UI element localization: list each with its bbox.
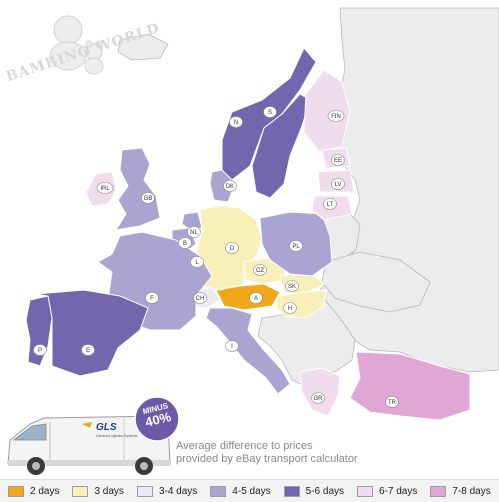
country-code-lt: LT — [323, 198, 337, 210]
country-i — [205, 307, 291, 395]
country-code-gb: GB — [141, 192, 155, 204]
country-code-i: I — [225, 340, 239, 352]
legend-item: 3 days — [72, 485, 124, 497]
svg-text:GR: GR — [314, 396, 324, 402]
legend-swatch — [72, 485, 89, 497]
country-code-sk: SK — [285, 280, 299, 292]
svg-text:E: E — [86, 348, 90, 354]
country-s — [251, 93, 311, 199]
price-note: Average difference to prices provided by… — [176, 440, 396, 466]
price-note-line1: Average difference to prices — [176, 440, 313, 452]
country-gr — [299, 367, 341, 417]
country-fin — [303, 69, 351, 153]
delivery-van-image: GLS General Logistics Systems — [7, 415, 171, 475]
country-code-gr: GR — [311, 392, 325, 404]
country-tr — [349, 351, 471, 421]
svg-text:NL: NL — [190, 230, 198, 236]
legend-item: 5-6 days — [283, 485, 345, 497]
country-code-irl: IRL — [96, 182, 114, 194]
svg-text:S: S — [268, 110, 272, 116]
svg-text:L: L — [195, 260, 199, 266]
legend-item: 3-4 days — [136, 485, 198, 497]
svg-text:F: F — [150, 296, 154, 302]
svg-text:DK: DK — [226, 184, 234, 190]
country-code-s: S — [263, 106, 277, 118]
country-code-e: E — [81, 344, 95, 356]
country-code-a: A — [249, 292, 263, 304]
legend-swatch — [210, 485, 227, 497]
svg-text:SK: SK — [288, 284, 296, 290]
svg-text:D: D — [230, 246, 235, 252]
svg-text:CZ: CZ — [256, 268, 264, 274]
country-code-ch: CH — [193, 292, 207, 304]
legend-swatch — [357, 485, 374, 497]
country-code-dk: DK — [223, 180, 237, 192]
europe-map: A D CZ SK H CH L NLB F GB DK PL I E P N S IRL FIN EE LV LT GR T… — [26, 7, 499, 421]
country-code-p: P — [33, 344, 47, 356]
country-code-pl: PL — [289, 240, 303, 252]
legend-label: 3-4 days — [158, 485, 198, 497]
legend-label: 3 days — [94, 485, 124, 497]
legend-item: 2 days — [8, 485, 60, 497]
country-code-nl: NL — [187, 226, 201, 238]
legend-item: 4-5 days — [210, 485, 271, 497]
legend: 2 days 3 days 3-4 days 4-5 days 5-6 days 6-7 … — [0, 479, 499, 502]
country-code-fin: FIN — [327, 110, 345, 122]
country-a — [215, 283, 281, 311]
country-code-tr: TR — [385, 396, 399, 408]
country-code-d: D — [225, 242, 239, 254]
country-code-f: F — [145, 292, 159, 304]
other-land-iceland — [117, 33, 169, 61]
legend-item: 7-8 days — [430, 485, 491, 497]
legend-swatch — [283, 485, 300, 497]
svg-text:GB: GB — [144, 196, 153, 202]
svg-text:I: I — [231, 344, 233, 350]
country-gb — [114, 147, 161, 231]
legend-label: 2 days — [30, 485, 60, 497]
other-land-ukraine — [321, 251, 431, 313]
svg-text:P: P — [38, 348, 42, 354]
svg-text:IRL: IRL — [100, 186, 110, 192]
country-code-lv: LV — [331, 178, 345, 190]
van-brand-text: GLS — [96, 422, 117, 433]
label-layer: A D CZ SK H CH L NLB F GB DK PL I E P N S IRL FIN EE LV LT GR T… — [33, 106, 399, 408]
country-code-l: L — [190, 256, 204, 268]
legend-label: 6-7 days — [379, 485, 418, 497]
bambino-world-logo — [49, 15, 104, 75]
price-note-line2: provided by eBay transport calculator — [176, 453, 358, 465]
van-subtext: General Logistics Systems — [96, 434, 138, 438]
legend-label: 4-5 days — [232, 485, 271, 497]
country-code-b: B — [178, 237, 192, 249]
svg-text:PL: PL — [292, 244, 300, 250]
country-code-ee: EE — [331, 154, 345, 166]
discount-badge — [134, 396, 180, 442]
svg-text:H: H — [288, 306, 292, 312]
svg-text:LV: LV — [335, 182, 342, 188]
svg-text:LT: LT — [327, 202, 334, 208]
country-code-cz: CZ — [253, 264, 267, 276]
country-code-h: H — [283, 302, 297, 314]
legend-label: 7-8 days — [452, 485, 491, 497]
svg-text:FIN: FIN — [331, 114, 341, 120]
legend-swatch — [8, 485, 24, 497]
country-code-n: N — [229, 116, 243, 128]
svg-text:B: B — [183, 241, 187, 247]
svg-text:EE: EE — [334, 158, 342, 164]
svg-text:TR: TR — [388, 400, 397, 406]
legend-swatch — [136, 485, 153, 497]
legend-swatch — [430, 485, 447, 497]
svg-text:CH: CH — [196, 296, 205, 302]
legend-item: 6-7 days — [357, 485, 418, 497]
svg-text:A: A — [254, 296, 258, 302]
svg-text:N: N — [234, 120, 238, 126]
legend-label: 5-6 days — [305, 485, 345, 497]
